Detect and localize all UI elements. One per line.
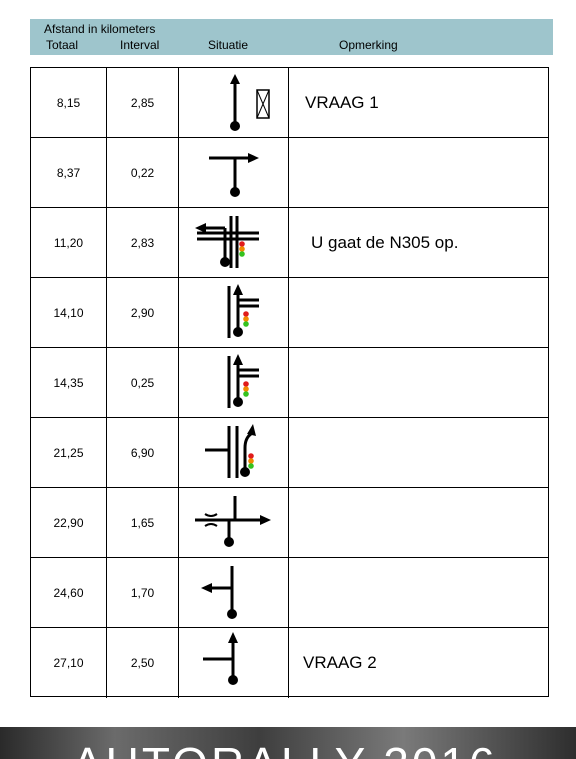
distance-header: Afstand in kilometers — [44, 22, 156, 36]
column-header-interval: Interval — [120, 38, 160, 52]
totaal-cell: 14,10 — [53, 305, 84, 320]
interval-cell: 0,22 — [130, 165, 155, 180]
interval-cell: 1,65 — [130, 515, 155, 530]
autorally-banner: AUTORALLY 2016 — [0, 727, 576, 759]
table-row: 14,10 2,90 — [31, 278, 548, 348]
turn-left-dual-crossing-traffic-light-icon — [195, 216, 259, 268]
interval-cell: 2,85 — [130, 95, 155, 110]
straight-ahead-side-road-left-icon — [203, 632, 238, 685]
turn-left-icon — [201, 566, 237, 619]
totaal-cell: 11,20 — [53, 235, 84, 250]
table-row: 27,10 2,50 VRAAG 2 — [31, 628, 548, 698]
turn-right-t-junction-icon — [209, 153, 259, 197]
column-header-opmerking: Opmerking — [339, 38, 398, 52]
interval-cell: 1,70 — [130, 585, 155, 600]
totaal-cell: 8,37 — [56, 165, 81, 180]
table-row: 21,25 6,90 — [31, 418, 548, 488]
straight-ahead-arrow-with-box-icon — [230, 74, 270, 131]
table-row: 14,35 0,25 — [31, 348, 548, 418]
table-row: 22,90 1,65 — [31, 488, 548, 558]
interval-cell: 2,83 — [130, 235, 155, 250]
table-row: 8,15 2,85 VRAAG 1 — [31, 68, 548, 138]
interval-cell: 2,50 — [130, 656, 155, 670]
totaal-cell: 22,90 — [53, 515, 84, 530]
interval-cell: 0,25 — [130, 375, 155, 390]
header-band — [30, 19, 553, 55]
remark-text: U gaat de N305 op. — [311, 232, 459, 252]
turn-right-bridge-icon — [195, 496, 271, 547]
interval-cell: 6,90 — [130, 445, 155, 460]
totaal-cell: 14,35 — [53, 375, 84, 390]
remark-text: VRAAG 1 — [305, 92, 379, 112]
totaal-cell: 8,15 — [56, 95, 81, 110]
straight-over-dual-crossing-traffic-light-icon — [227, 354, 259, 408]
column-header-situatie: Situatie — [208, 38, 249, 52]
table-row: 8,37 0,22 — [31, 138, 548, 208]
keep-right-dual-road-traffic-light-icon — [205, 424, 256, 478]
banner-title: AUTORALLY 2016 — [72, 737, 498, 759]
totaal-cell: 27,10 — [53, 656, 84, 670]
totaal-cell: 24,60 — [53, 585, 84, 600]
column-header-totaal: Totaal — [46, 38, 79, 52]
route-table: 8,15 2,85 VRAAG 1 8,37 0,22 — [30, 67, 549, 698]
interval-cell: 2,90 — [130, 305, 155, 320]
table-row: 24,60 1,70 — [31, 558, 548, 628]
straight-over-dual-crossing-traffic-light-icon — [227, 284, 259, 338]
table-row: 11,20 2,83 U gaat de N305 op. — [31, 208, 548, 278]
totaal-cell: 21,25 — [53, 445, 84, 460]
remark-text: VRAAG 2 — [303, 653, 377, 672]
